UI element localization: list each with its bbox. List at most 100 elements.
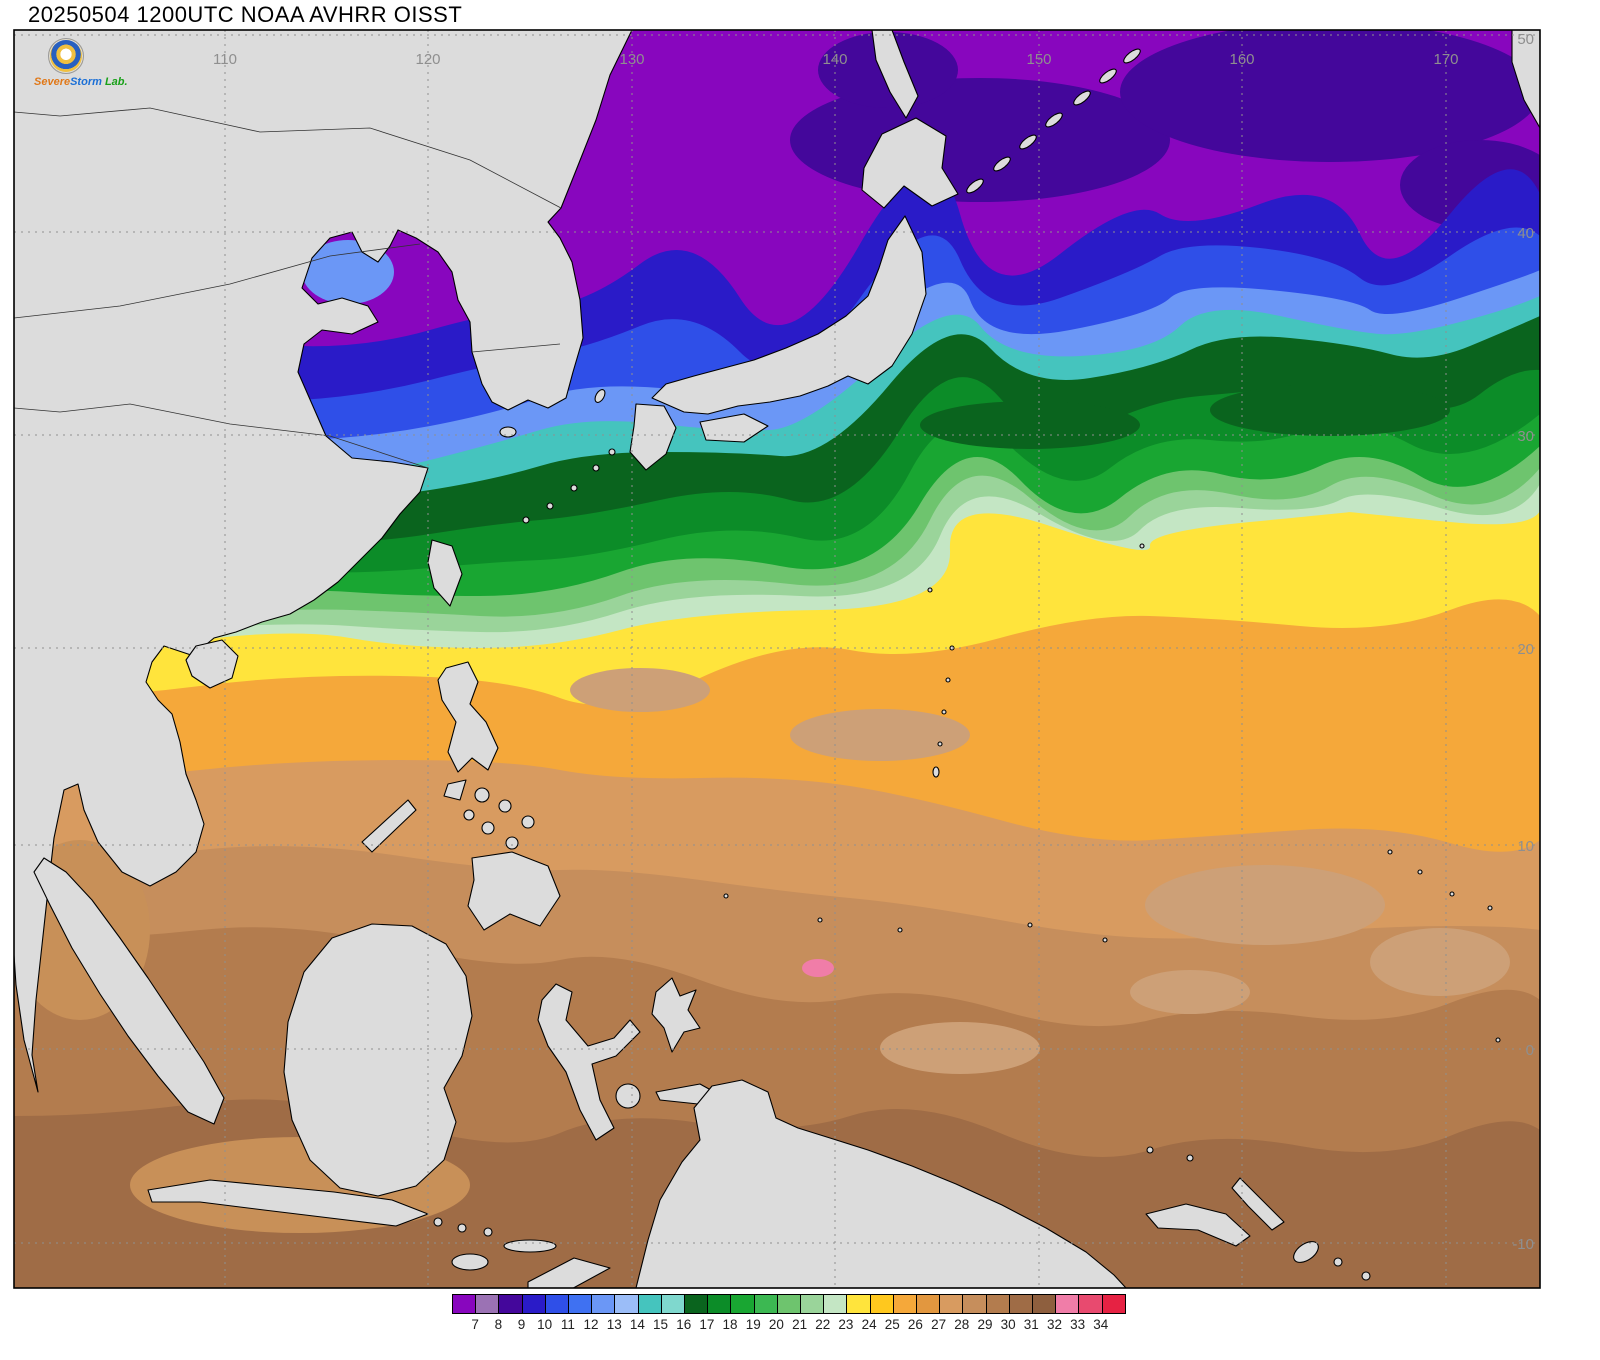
island-dot xyxy=(570,484,578,492)
lon-label: 120 xyxy=(415,51,440,68)
sst-patch xyxy=(1145,865,1385,945)
island-dot xyxy=(1073,90,1091,106)
land-micronesia-islets xyxy=(723,543,1501,1043)
colorbar-segment xyxy=(685,1295,709,1313)
colorbar-segment xyxy=(870,1295,894,1313)
colorbar-label: 27 xyxy=(931,1317,947,1332)
sst-patch xyxy=(1120,30,1540,162)
island-dot xyxy=(1139,543,1145,549)
colorbar-segment xyxy=(476,1295,500,1313)
land-tsushima xyxy=(594,389,606,403)
island-dot xyxy=(1045,112,1063,128)
land-honshu xyxy=(651,215,927,415)
land-kamchatka xyxy=(1511,30,1540,129)
island-dot xyxy=(1333,1257,1343,1267)
colorbar-scale xyxy=(452,1294,1126,1314)
land-hokkaido xyxy=(861,117,959,209)
logo-word-storm: Storm xyxy=(70,76,102,88)
lon-label: 140 xyxy=(822,51,847,68)
land-luzon xyxy=(437,661,499,773)
colorbar-label: 20 xyxy=(768,1317,784,1332)
colorbar-label: 34 xyxy=(1093,1317,1109,1332)
land-sulawesi xyxy=(537,983,641,1141)
colorbar-label: 18 xyxy=(722,1317,738,1332)
lon-label: 170 xyxy=(1433,51,1458,68)
colorbar-label: 15 xyxy=(653,1317,669,1332)
colorbar-label: 21 xyxy=(792,1317,808,1332)
lat-label: 30 xyxy=(1517,428,1534,445)
sst-patch xyxy=(790,709,970,761)
colorbar-label: 14 xyxy=(629,1317,645,1332)
land-mindoro xyxy=(443,779,467,801)
colorbar-segment xyxy=(1009,1295,1034,1313)
island-dot xyxy=(993,156,1011,172)
lat-label: 0 xyxy=(1526,1042,1534,1059)
colorbar-segment xyxy=(1102,1295,1125,1313)
colorbar-label: 25 xyxy=(884,1317,900,1332)
sst-patch xyxy=(1130,970,1250,1014)
island-dot xyxy=(1099,68,1117,84)
land-borders xyxy=(14,107,562,469)
sst-patch xyxy=(1210,384,1450,436)
island-dot xyxy=(1361,1271,1371,1281)
lon-label: 130 xyxy=(619,51,644,68)
island-dot xyxy=(1146,1146,1154,1154)
island-dot xyxy=(474,787,490,803)
island-dot xyxy=(723,893,729,899)
colorbar-segment xyxy=(777,1295,802,1313)
colorbar-segment xyxy=(1033,1295,1057,1313)
colorbar-label: 10 xyxy=(537,1317,553,1332)
colorbar-segment xyxy=(708,1295,732,1313)
colorbar-segment xyxy=(824,1295,848,1313)
island-dot xyxy=(1123,48,1141,64)
colorbar-label: 29 xyxy=(977,1317,993,1332)
colorbar-segment xyxy=(499,1295,523,1313)
warm-anomaly-spot xyxy=(802,959,834,977)
colorbar-label: 17 xyxy=(699,1317,715,1332)
colorbar-segment xyxy=(1079,1295,1103,1313)
colorbar-segment xyxy=(453,1295,477,1313)
island-dot xyxy=(945,677,951,683)
colorbar-segment xyxy=(638,1295,662,1313)
land-sumatra xyxy=(33,857,225,1125)
island-dot xyxy=(481,821,495,835)
border-line xyxy=(471,343,561,353)
lon-label: 160 xyxy=(1229,51,1254,68)
colorbar-label: 16 xyxy=(676,1317,692,1332)
island-dot xyxy=(1293,1241,1319,1263)
colorbar-segment xyxy=(847,1295,871,1313)
sst-patch xyxy=(570,668,710,712)
island-dot xyxy=(498,799,512,813)
lat-label: 20 xyxy=(1517,641,1534,658)
colorbar-label: 9 xyxy=(517,1317,526,1332)
colorbar-segment xyxy=(569,1295,593,1313)
land-solomon-islands xyxy=(1146,1146,1371,1281)
land-masses xyxy=(14,30,1540,1288)
lat-label: 50 xyxy=(1517,31,1534,48)
colorbar-label: 23 xyxy=(838,1317,854,1332)
island-dot xyxy=(1449,891,1455,897)
island-dot xyxy=(932,766,940,778)
island-dot xyxy=(1487,905,1493,911)
colorbar-label: 32 xyxy=(1046,1317,1062,1332)
land-ryukyu-islands xyxy=(522,448,616,524)
land-borneo xyxy=(283,923,473,1197)
lon-label: 150 xyxy=(1026,51,1051,68)
colorbar-label: 7 xyxy=(471,1317,479,1332)
colorbar-segment xyxy=(917,1295,941,1313)
island-dot xyxy=(897,927,903,933)
colorbar-label: 13 xyxy=(606,1317,622,1332)
island-dot xyxy=(937,741,943,747)
colorbar-segment xyxy=(615,1295,639,1313)
colorbar-label: 22 xyxy=(815,1317,831,1332)
sst-patch xyxy=(880,1022,1040,1074)
island-dot xyxy=(483,1227,493,1237)
island-dot xyxy=(457,1223,467,1233)
colorbar-labels: 7 8 9 10 11 12 13 14 15 16 17 18 19 20 21 22 23 24 25 26 27 2… xyxy=(452,1317,1126,1335)
river-line xyxy=(14,403,429,469)
colorbar-label: 24 xyxy=(861,1317,877,1332)
page-title: 20250504 1200UTC NOAA AVHRR OISST xyxy=(28,2,463,27)
island-dot xyxy=(592,464,600,472)
colorbar-label: 8 xyxy=(494,1317,503,1332)
